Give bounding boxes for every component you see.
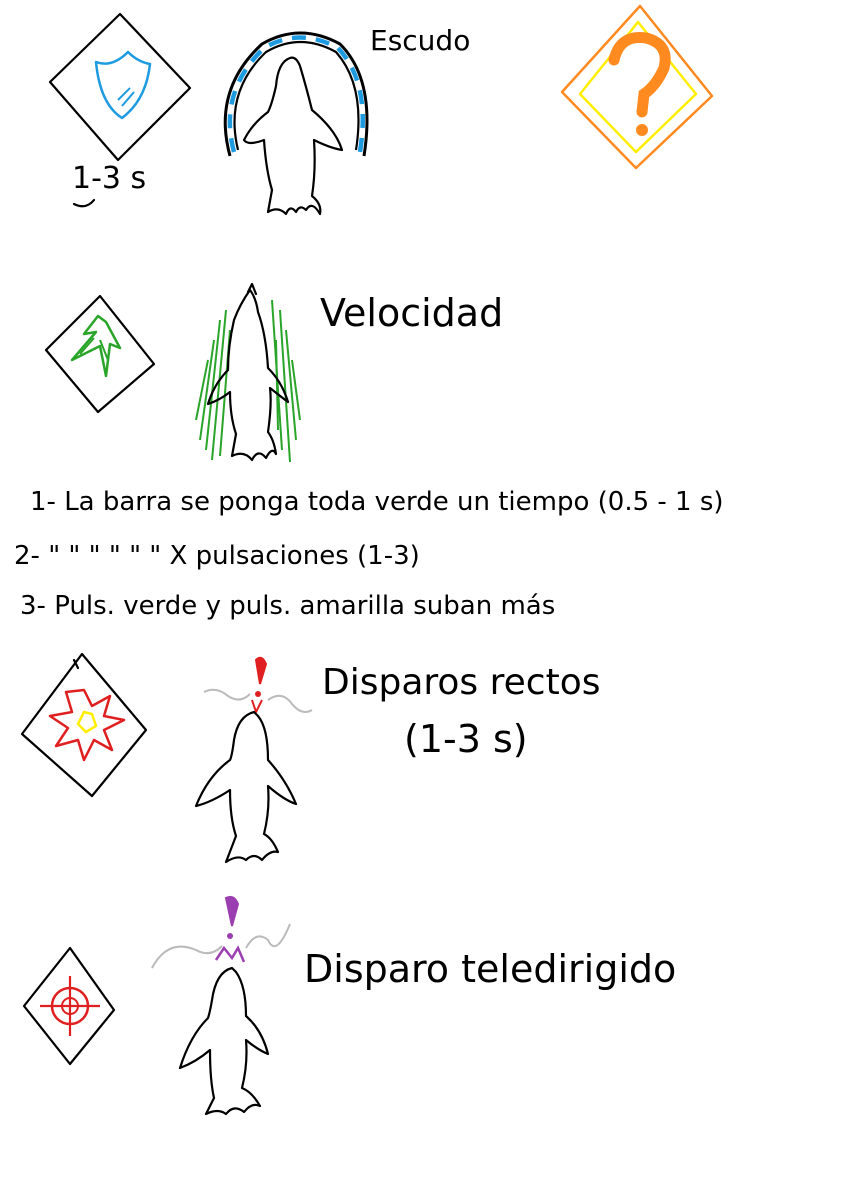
speed-notes: 1- La barra se ponga toda verde un tiemp… [14,487,724,621]
penguin-shooter [194,710,298,864]
shield-icon [94,50,152,120]
straight-shot-powerup-card [20,652,148,798]
shield-powerup-card [48,12,192,162]
crosshair-icon [40,976,100,1036]
speed-note-1: 1- La barra se ponga toda verde un tiemp… [30,487,724,517]
recoil-lines [203,688,313,713]
speed-note-3: 3- Puls. verde y puls. amarilla suban má… [20,591,555,621]
straight-shot-title: Disparos rectos [322,662,600,703]
shield-duration-label: 1-3 s [72,161,146,196]
speed-powerup-card [44,294,156,414]
penguin-speed [206,282,290,462]
speed-note-2: 2- " " " " " " X pulsaciones (1-3) [14,541,420,571]
homing-shot-powerup-card [22,946,116,1066]
explosion-icon [48,688,126,762]
penguin-homing [178,966,270,1116]
penguin-shielded [242,56,344,216]
homing-projectile [214,895,246,963]
shield-bubble [223,31,369,157]
speed-lines [195,299,301,463]
question-mark-icon [608,31,671,136]
speed-arrows-icon [70,314,122,378]
speed-title: Velocidad [320,291,503,335]
straight-projectile [251,656,268,715]
straight-shot-duration: (1-3 s) [404,717,528,761]
mystery-powerup-card [560,4,714,170]
homing-recoil-lines [151,923,291,969]
shield-title: Escudo [370,24,470,57]
homing-shot-title: Disparo teledirigido [304,947,676,991]
